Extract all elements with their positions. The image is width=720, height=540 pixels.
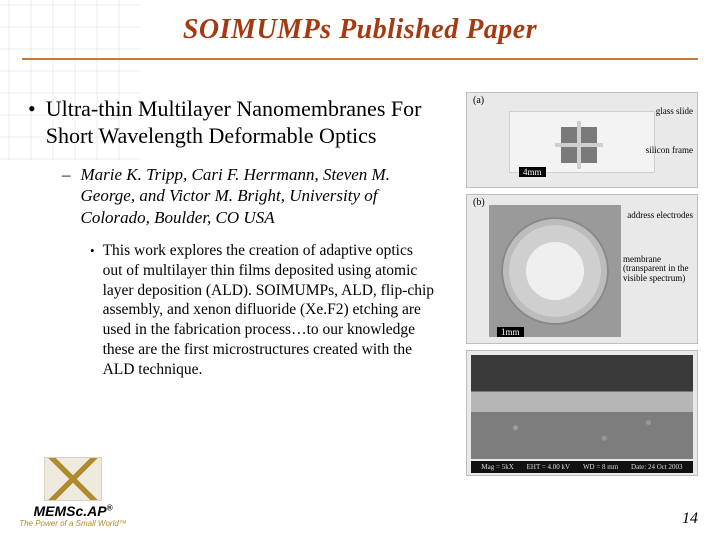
bullet-level-1-text: Ultra-thin Multilayer Nanomembranes For … xyxy=(46,96,436,150)
bullet-level-2: – Marie K. Tripp, Cari F. Herrmann, Stev… xyxy=(62,164,436,229)
figure-a: (a) glass slide silicon frame 4mm xyxy=(466,92,698,188)
figure-a-scale-bar: 4mm xyxy=(519,167,546,177)
sem-info: EHT = 4.00 kV xyxy=(527,463,570,471)
figure-b-caption-bottom: membrane (transparent in the visible spe… xyxy=(623,255,693,283)
figure-b-caption-top: address electrodes xyxy=(627,211,693,220)
bullet-level-3-text: This work explores the creation of adapt… xyxy=(103,241,436,380)
slide-title: SOIMUMPs Published Paper xyxy=(0,14,720,46)
sem-info: WD = 8 mm xyxy=(583,463,618,471)
figure-c-sem-texture xyxy=(471,355,693,459)
figure-a-caption-bottom: silicon frame xyxy=(646,145,693,155)
logo-brand-text: MEMSc.AP® xyxy=(18,503,128,519)
figure-b-scale-bar: 1mm xyxy=(497,327,524,337)
figure-c-sem-infobar: Mag = 5kX EHT = 4.00 kV WD = 8 mm Date: … xyxy=(471,461,693,473)
figure-b: (b) address electrodes membrane (transpa… xyxy=(466,194,698,344)
figure-b-membrane xyxy=(501,217,609,325)
bullet-marker: – xyxy=(62,164,71,229)
figure-panel: (a) glass slide silicon frame 4mm (b) ad… xyxy=(466,92,698,476)
slide: SOIMUMPs Published Paper • Ultra-thin Mu… xyxy=(0,0,720,540)
content-column: • Ultra-thin Multilayer Nanomembranes Fo… xyxy=(28,96,436,380)
logo-mark-icon xyxy=(44,457,102,501)
page-number: 14 xyxy=(682,510,698,528)
sem-info: Date: 24 Oct 2003 xyxy=(631,463,683,471)
sem-info: Mag = 5kX xyxy=(481,463,513,471)
logo-tagline: The Power of a Small World™ xyxy=(18,519,128,528)
bullet-marker: • xyxy=(90,241,95,380)
title-underline xyxy=(22,58,698,60)
figure-c: Mag = 5kX EHT = 4.00 kV WD = 8 mm Date: … xyxy=(466,350,698,476)
figure-a-chip xyxy=(561,127,597,163)
brand-logo: MEMSc.AP® The Power of a Small World™ xyxy=(18,457,128,528)
bullet-level-2-text: Marie K. Tripp, Cari F. Herrmann, Steven… xyxy=(81,164,437,229)
figure-a-caption-top: glass slide xyxy=(656,107,693,116)
bullet-level-1: • Ultra-thin Multilayer Nanomembranes Fo… xyxy=(28,96,436,150)
figure-b-label: (b) xyxy=(473,197,485,208)
bullet-marker: • xyxy=(28,96,36,150)
bullet-level-3: • This work explores the creation of ada… xyxy=(90,241,436,380)
figure-a-label: (a) xyxy=(473,95,484,106)
